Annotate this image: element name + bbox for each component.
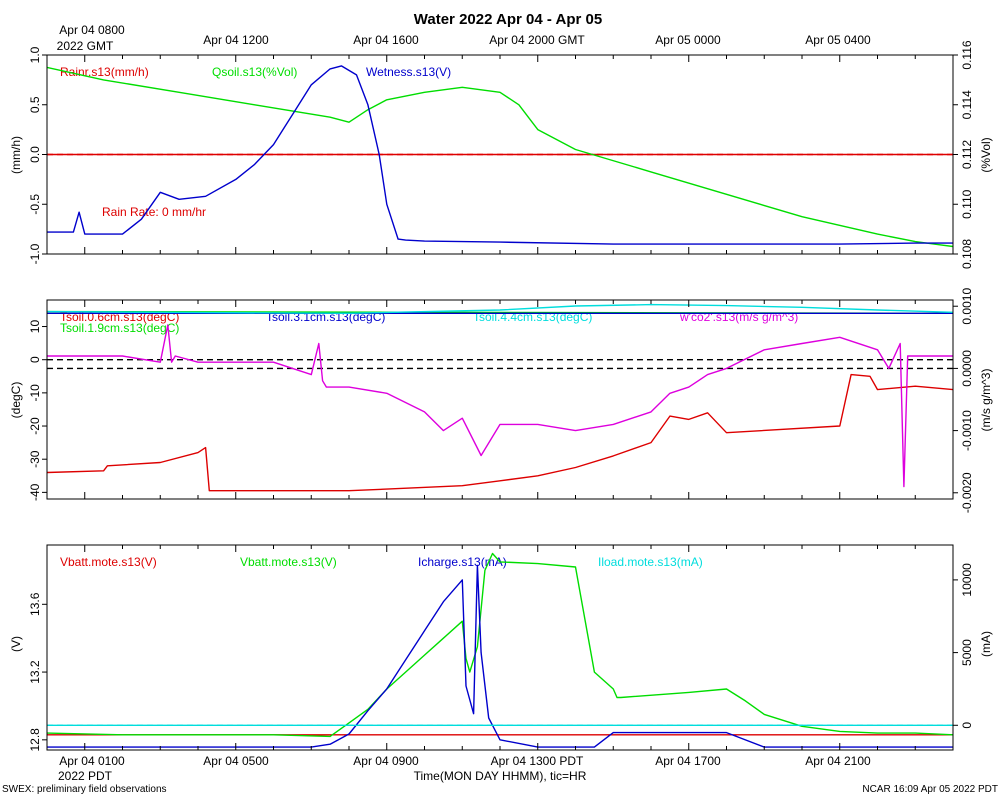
y-tick-label-left: 13.2 [28, 660, 42, 684]
footer-left: SWEX: preliminary field observations [2, 784, 167, 795]
panel3-ylabel-left: (V) [9, 636, 23, 652]
series-line [47, 324, 953, 488]
y-tick-label-right: -0.0020 [960, 472, 974, 513]
bottom-axis-label: Apr 04 1300 PDT [491, 754, 584, 768]
bottom-axis-label: Apr 04 1700 [655, 754, 721, 768]
panel-2: -40 -30 -20 -10 0 10 -0.0020 -0.0010 0.0000 0.001… [28, 288, 974, 514]
y-tick-label-left: -40 [28, 483, 42, 501]
panel1-annotation: Rain Rate: 0 mm/hr [102, 205, 206, 219]
top-axis-label: Apr 04 2000 GMT [489, 33, 585, 47]
bottom-axis-label: Apr 04 0100 [59, 754, 125, 768]
bottom-axis-sublabel: 2022 PDT [58, 769, 113, 783]
series-line [47, 66, 953, 248]
y-tick-label-right: 0.110 [960, 189, 974, 218]
top-axis-label: Apr 04 1600 [353, 33, 419, 47]
y-tick-label-left: 10 [28, 320, 42, 334]
panel3-ylabel-right: (mA) [979, 631, 993, 657]
series-line [47, 552, 953, 738]
y-tick-label-left: 0.0 [28, 146, 42, 163]
y-tick-label-left: 0 [28, 356, 42, 363]
panel-1: -1.0 -0.5 0.0 0.5 1.0 0.108 0.110 0.112 0.114 0.1… [28, 40, 974, 269]
y-tick-label-left: 0.5 [28, 96, 42, 113]
footer-right: NCAR 16:09 Apr 05 2022 PDT [862, 784, 998, 795]
top-axis-label: Apr 04 0800 [59, 23, 125, 37]
panel3-legend-vbatt-green: Vbatt.mote.s13(V) [240, 555, 337, 569]
series-group [47, 303, 953, 492]
chart-title: Water 2022 Apr 04 - Apr 05 [414, 11, 602, 28]
series-line [47, 373, 953, 492]
y-tick-label-left: -20 [28, 417, 42, 435]
panel3-legend-vbatt-red: Vbatt.mote.s13(V) [60, 555, 157, 569]
y-tick-label-right: 5000 [960, 639, 974, 666]
panel-frame [46, 299, 954, 500]
y-tick-label-left: -1.0 [28, 243, 42, 264]
panel1-legend-rainr: Rainr.s13(mm/h) [60, 65, 149, 79]
panel-frame [46, 544, 954, 751]
y-tick-label-right: -0.0010 [960, 410, 974, 451]
panel1-legend-qsoil: Qsoil.s13(%Vol) [212, 65, 297, 79]
y-tick-label-right: 10000 [960, 563, 974, 597]
y-tick-label-right: 0.112 [960, 140, 974, 169]
panel3-legend-icharge: Icharge.s13(mA) [418, 555, 507, 569]
panel1-ylabel-right: (%Vol) [979, 137, 993, 172]
x-axis-title: Time(MON DAY HHMM), tic=HR [414, 769, 587, 783]
top-axis-label: Apr 05 0000 [655, 33, 721, 47]
panel2-ylabel-right: (m/s g/m^3) [979, 369, 993, 432]
series-line [47, 65, 953, 245]
panel3-legend-iload: Iload.mote.s13(mA) [598, 555, 703, 569]
y-tick-label-left: -0.5 [28, 194, 42, 215]
y-tick-label-right: 0.0000 [960, 350, 974, 387]
y-tick-label-right: 0 [960, 722, 974, 729]
top-axis-label: Apr 04 1200 [203, 33, 269, 47]
y-tick-label-right: 0.108 [960, 239, 974, 269]
panel2-ylabel-left: (degC) [9, 382, 23, 419]
y-tick-label-right: 0.114 [960, 90, 974, 119]
bottom-axis-label: Apr 04 2100 [805, 754, 871, 768]
top-axis-label: Apr 05 0400 [805, 33, 871, 47]
y-tick-label-left: 1.0 [28, 46, 42, 63]
y-tick-label-left: -10 [28, 384, 42, 402]
y-tick-label-left: 13.6 [28, 592, 42, 616]
series-group [47, 65, 953, 248]
bottom-axis-label: Apr 04 0500 [203, 754, 269, 768]
bottom-axis-label: Apr 04 0900 [353, 754, 419, 768]
panel1-ylabel-left: (mm/h) [9, 136, 23, 174]
series-line [47, 564, 953, 748]
top-axis-sublabel: 2022 GMT [57, 39, 114, 53]
y-tick-label-left: -30 [28, 450, 42, 468]
panel-3: 12.8 13.2 13.6 0 5000 10000 [28, 544, 974, 752]
y-tick-label-left: 12.8 [28, 728, 42, 752]
y-tick-label-right: 0.116 [960, 40, 974, 69]
series-line [47, 303, 953, 314]
panel2-legend-wco2: w'co2'.s13(m/s g/m^3) [679, 310, 798, 324]
panel2-legend-tsoil19: Tsoil.1.9cm.s13(degC) [60, 321, 179, 335]
panel1-legend-wetness: Wetness.s13(V) [366, 65, 451, 79]
plot-layer: -1.0 -0.5 0.0 0.5 1.0 0.108 0.110 0.112 0.114 0.1… [28, 40, 974, 751]
series-group [47, 552, 953, 748]
y-tick-label-right: 0.0010 [960, 288, 974, 325]
